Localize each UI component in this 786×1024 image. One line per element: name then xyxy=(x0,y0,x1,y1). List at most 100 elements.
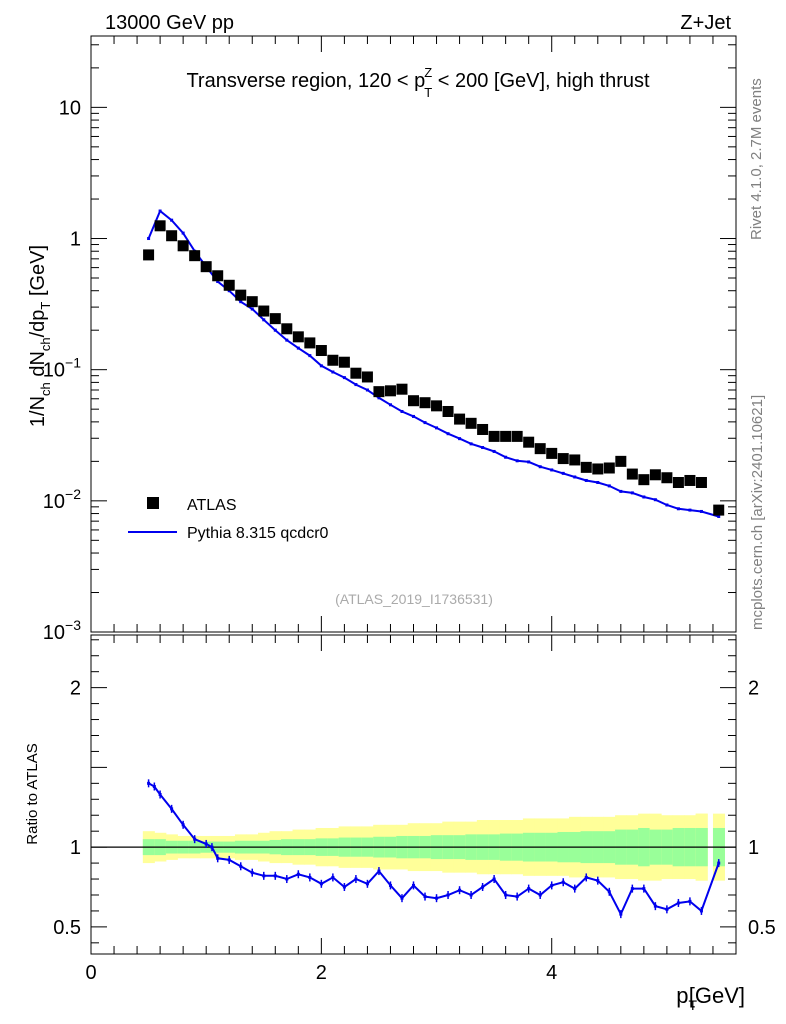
atlas-data-point xyxy=(580,461,592,473)
y-tick-label-base: 10 xyxy=(43,622,65,644)
mc-point xyxy=(285,338,289,342)
mc-point xyxy=(607,484,611,488)
mc-point xyxy=(642,495,646,499)
atlas-data-point xyxy=(361,371,373,383)
x-axis-label-p: p xyxy=(676,983,688,1008)
mc-point xyxy=(504,455,508,459)
atlas-data-point xyxy=(626,468,638,480)
ratio-y-tick-label-right: 0.5 xyxy=(748,917,776,939)
atlas-data-point xyxy=(511,430,523,442)
mc-point xyxy=(561,471,565,475)
y-tick-label: 10 xyxy=(59,97,81,119)
y-tick-label: 1 xyxy=(70,229,81,251)
mc-ratio-point xyxy=(210,845,214,849)
mc-point xyxy=(538,465,542,469)
mc-ratio-point xyxy=(354,877,358,881)
mc-ratio-point xyxy=(193,837,197,841)
legend-mc-label: Pythia 8.315 qcdcr0 xyxy=(187,525,329,542)
plot-title: Transverse region, 120 < pZ T < 200 [GeV]… xyxy=(186,65,650,100)
mc-ratio-point xyxy=(239,864,243,868)
mc-ratio-point xyxy=(273,874,277,878)
mc-ratio-point xyxy=(596,879,600,883)
mc-point xyxy=(469,442,473,446)
analysis-id-label: (ATLAS_2019_I1736531) xyxy=(335,591,493,607)
mc-ratio-point xyxy=(400,896,404,900)
mc-point xyxy=(216,280,220,284)
mc-ratio-point xyxy=(717,861,721,865)
mc-point xyxy=(699,509,703,513)
atlas-data-point xyxy=(235,289,247,301)
mc-ratio-point xyxy=(158,793,162,796)
beam-energy-label: 13000 GeV pp xyxy=(105,12,234,34)
atlas-data-point xyxy=(419,397,431,409)
x-axis-label: pT xyxy=(676,983,697,1013)
mc-ratio-point xyxy=(607,890,611,894)
atlas-data-point xyxy=(189,250,201,262)
x-axis-label-sub: T xyxy=(688,997,697,1013)
mc-point xyxy=(181,231,185,235)
mc-point xyxy=(527,460,531,464)
mc-ratio-point xyxy=(227,858,231,862)
mc-point xyxy=(342,376,346,380)
atlas-data-point xyxy=(212,270,224,282)
ratio-y-tick-label-right: 2 xyxy=(748,678,759,700)
mc-ratio-point xyxy=(515,895,519,899)
mc-ratio-point xyxy=(296,872,300,876)
mc-point xyxy=(400,409,404,413)
legend: ATLAS Pythia 8.315 qcdcr0 xyxy=(128,497,329,542)
atlas-data-point xyxy=(200,261,212,273)
mc-ratio-point xyxy=(262,874,266,878)
atlas-data-point xyxy=(592,463,604,475)
mc-ratio-point xyxy=(619,912,623,916)
process-label: Z+Jet xyxy=(680,12,731,34)
y-tick-label: 10−3 xyxy=(43,617,81,644)
mc-ratio-point xyxy=(412,883,415,887)
atlas-data-point xyxy=(713,504,725,516)
mc-ratio-point xyxy=(630,887,634,891)
mc-ratio-point xyxy=(181,823,185,827)
mc-series-line xyxy=(147,209,719,518)
atlas-data-point xyxy=(338,356,350,368)
atlas-data-point xyxy=(672,476,684,488)
y-axis-label-main: 1/Nch dNch/dpT [GeV] xyxy=(27,245,53,427)
mc-ratio-point xyxy=(550,883,554,887)
ratio-panel: 2 2 1 1 0.5 0.5 Ratio to ATLAS xyxy=(24,634,776,955)
plot-title-part-2: < 200 [GeV], high thrust xyxy=(432,70,650,92)
y-tick-label-base: 10 xyxy=(43,360,65,382)
atlas-data-point xyxy=(649,469,661,481)
mc-ratio-point xyxy=(676,901,680,905)
x-axis-unit: [GeV] xyxy=(689,983,745,1008)
x-tick-label: 2 xyxy=(316,962,327,984)
x-tick-label: 0 xyxy=(85,962,96,984)
mc-point xyxy=(717,514,721,518)
mc-ratio-point xyxy=(319,882,323,886)
mc-ratio-point xyxy=(642,887,646,891)
mc-ratio-point xyxy=(204,842,208,846)
mc-point xyxy=(147,237,151,241)
y-tick-label-exponent: −3 xyxy=(65,617,81,633)
mc-point xyxy=(619,489,623,493)
plot-title-subscript: T xyxy=(424,85,432,100)
mc-point xyxy=(435,426,439,430)
atlas-data-point xyxy=(143,249,155,261)
atlas-data-point xyxy=(350,367,362,379)
mc-point xyxy=(273,328,277,332)
mc-ratio-point xyxy=(285,877,289,881)
x-tick-label: 4 xyxy=(546,962,557,984)
mcplots-label: mcplots.cern.ch [arXiv:2401.10621] xyxy=(749,395,766,630)
mc-point xyxy=(250,307,254,311)
mc-point xyxy=(446,432,450,436)
mc-ratio-point xyxy=(377,869,381,873)
atlas-data-point xyxy=(500,430,512,442)
mc-ratio-point xyxy=(481,885,485,889)
atlas-data-point xyxy=(327,354,339,366)
ratio-y-tick-label-right: 1 xyxy=(748,837,759,859)
mc-ratio-point xyxy=(573,887,577,891)
mc-point xyxy=(308,354,312,358)
mc-ratio-point xyxy=(170,807,174,811)
mc-ratio-point xyxy=(653,904,657,908)
mc-ratio-point xyxy=(665,907,669,911)
mc-ratio-point xyxy=(446,893,450,897)
atlas-data-point xyxy=(396,383,408,395)
